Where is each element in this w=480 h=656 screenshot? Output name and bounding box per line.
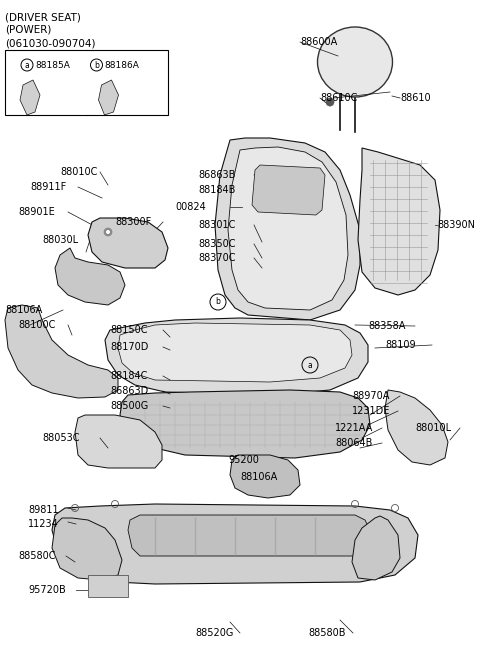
Polygon shape [252,165,325,215]
Polygon shape [5,305,118,398]
Text: 89811: 89811 [28,505,59,515]
Polygon shape [118,323,352,382]
Polygon shape [230,455,300,498]
Polygon shape [55,248,125,305]
Text: 88010C: 88010C [60,167,97,177]
Text: 88358A: 88358A [368,321,406,331]
Polygon shape [20,80,40,115]
Polygon shape [128,515,370,556]
Text: 88064B: 88064B [335,438,372,448]
Polygon shape [88,218,168,268]
Polygon shape [358,148,440,295]
Polygon shape [215,138,360,320]
Circle shape [326,98,334,106]
Text: 88109: 88109 [385,340,416,350]
Polygon shape [120,390,370,458]
Text: 88184C: 88184C [110,371,147,381]
Polygon shape [228,147,348,310]
Polygon shape [52,504,418,584]
Text: 88580C: 88580C [18,551,56,561]
Text: a: a [308,361,312,369]
Text: 88301C: 88301C [198,220,235,230]
Text: 88350C: 88350C [198,239,236,249]
Circle shape [106,230,110,234]
Text: 88500G: 88500G [110,401,148,411]
Text: 86863D: 86863D [110,386,148,396]
Text: 88186A: 88186A [105,60,139,70]
Text: 86863B: 86863B [198,170,235,180]
Text: 00824: 00824 [175,202,206,212]
Text: 88150C: 88150C [110,325,147,335]
Text: b: b [216,298,220,306]
Circle shape [104,228,112,236]
Text: 88106A: 88106A [240,472,277,482]
Polygon shape [52,518,122,580]
Text: 88970A: 88970A [352,391,389,401]
Text: 88170D: 88170D [110,342,148,352]
Text: (POWER): (POWER) [5,25,51,35]
Polygon shape [352,516,400,580]
Text: (DRIVER SEAT): (DRIVER SEAT) [5,12,81,22]
Text: 88600A: 88600A [300,37,337,47]
Text: 88053C: 88053C [42,433,80,443]
Text: a: a [24,60,29,70]
Text: 88370C: 88370C [198,253,236,263]
Text: 88610: 88610 [400,93,431,103]
Text: 88901E: 88901E [18,207,55,217]
Text: 88520G: 88520G [195,628,233,638]
Text: (061030-090704): (061030-090704) [5,38,96,48]
Text: 1221AA: 1221AA [335,423,373,433]
Text: 88185A: 88185A [35,60,70,70]
Text: 88580B: 88580B [308,628,346,638]
Text: 88184B: 88184B [198,185,235,195]
Text: 88911F: 88911F [30,182,66,192]
Polygon shape [75,415,162,468]
Polygon shape [98,80,119,115]
Polygon shape [385,390,448,465]
Bar [5,50,168,115]
Text: 11234: 11234 [28,519,59,529]
Text: 88106A: 88106A [5,305,42,315]
Text: 88390N: 88390N [437,220,475,230]
Text: 95720B: 95720B [28,585,66,595]
Text: 88100C: 88100C [18,320,55,330]
Ellipse shape [317,27,393,97]
Text: 88010L: 88010L [415,423,451,433]
Polygon shape [105,318,368,395]
Text: 1231DE: 1231DE [352,406,390,416]
Text: 88300F: 88300F [115,217,151,227]
Text: 95200: 95200 [228,455,259,465]
Text: 88030L: 88030L [42,235,78,245]
Text: b: b [94,60,99,70]
Bar [88,575,128,597]
Text: 88610C: 88610C [320,93,358,103]
